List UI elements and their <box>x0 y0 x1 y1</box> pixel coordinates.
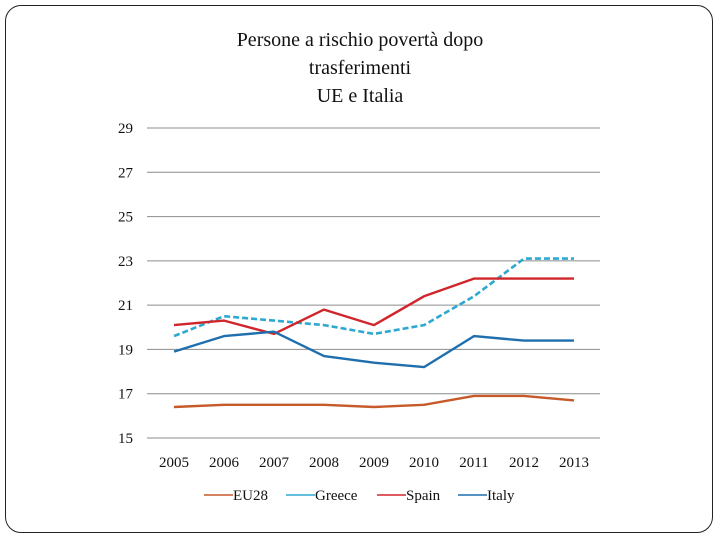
legend-label-spain: Spain <box>406 488 441 504</box>
chart-title-line-3: UE e Italia <box>316 85 404 107</box>
legend: EU28 Greece Spain Italy <box>204 488 515 504</box>
x-tick-label: 2013 <box>559 455 589 471</box>
y-tick-label: 15 <box>118 431 133 447</box>
y-tick-label: 19 <box>118 342 133 358</box>
x-axis-ticks: 2005 2006 2007 2008 2009 2010 2011 2012 2013 <box>159 455 589 471</box>
y-tick-label: 27 <box>118 165 134 181</box>
chart-title: Persone a rischio povertà dopo trasferim… <box>0 26 720 110</box>
series-line-eu28 <box>173 394 575 409</box>
y-tick-label: 21 <box>118 298 133 314</box>
gridlines <box>147 127 600 439</box>
y-tick-label: 23 <box>118 254 133 270</box>
y-tick-label: 25 <box>118 210 133 226</box>
slide-frame <box>5 5 713 533</box>
x-tick-label: 2011 <box>459 455 488 471</box>
series-line-italy <box>173 330 574 369</box>
x-tick-label: 2007 <box>259 455 290 471</box>
chart-title-line-2: trasferimenti <box>308 57 412 79</box>
x-tick-label: 2010 <box>409 455 439 471</box>
chart-title-line-1: Persone a rischio povertà dopo <box>236 29 484 51</box>
x-tick-label: 2012 <box>509 455 539 471</box>
x-tick-label: 2005 <box>159 455 189 471</box>
series-line-greece <box>173 257 574 338</box>
x-tick-label: 2006 <box>209 455 240 471</box>
series-line-spain <box>173 277 574 336</box>
legend-label-greece: Greece <box>315 488 358 504</box>
y-axis-ticks: 29 27 25 23 21 19 17 15 <box>118 121 134 447</box>
x-tick-label: 2009 <box>359 455 389 471</box>
legend-label-italy: Italy <box>487 488 515 504</box>
y-tick-label: 29 <box>118 121 133 137</box>
series-lines <box>173 257 575 409</box>
x-tick-label: 2008 <box>309 455 339 471</box>
y-tick-label: 17 <box>118 387 134 403</box>
legend-label-eu28: EU28 <box>233 488 268 504</box>
